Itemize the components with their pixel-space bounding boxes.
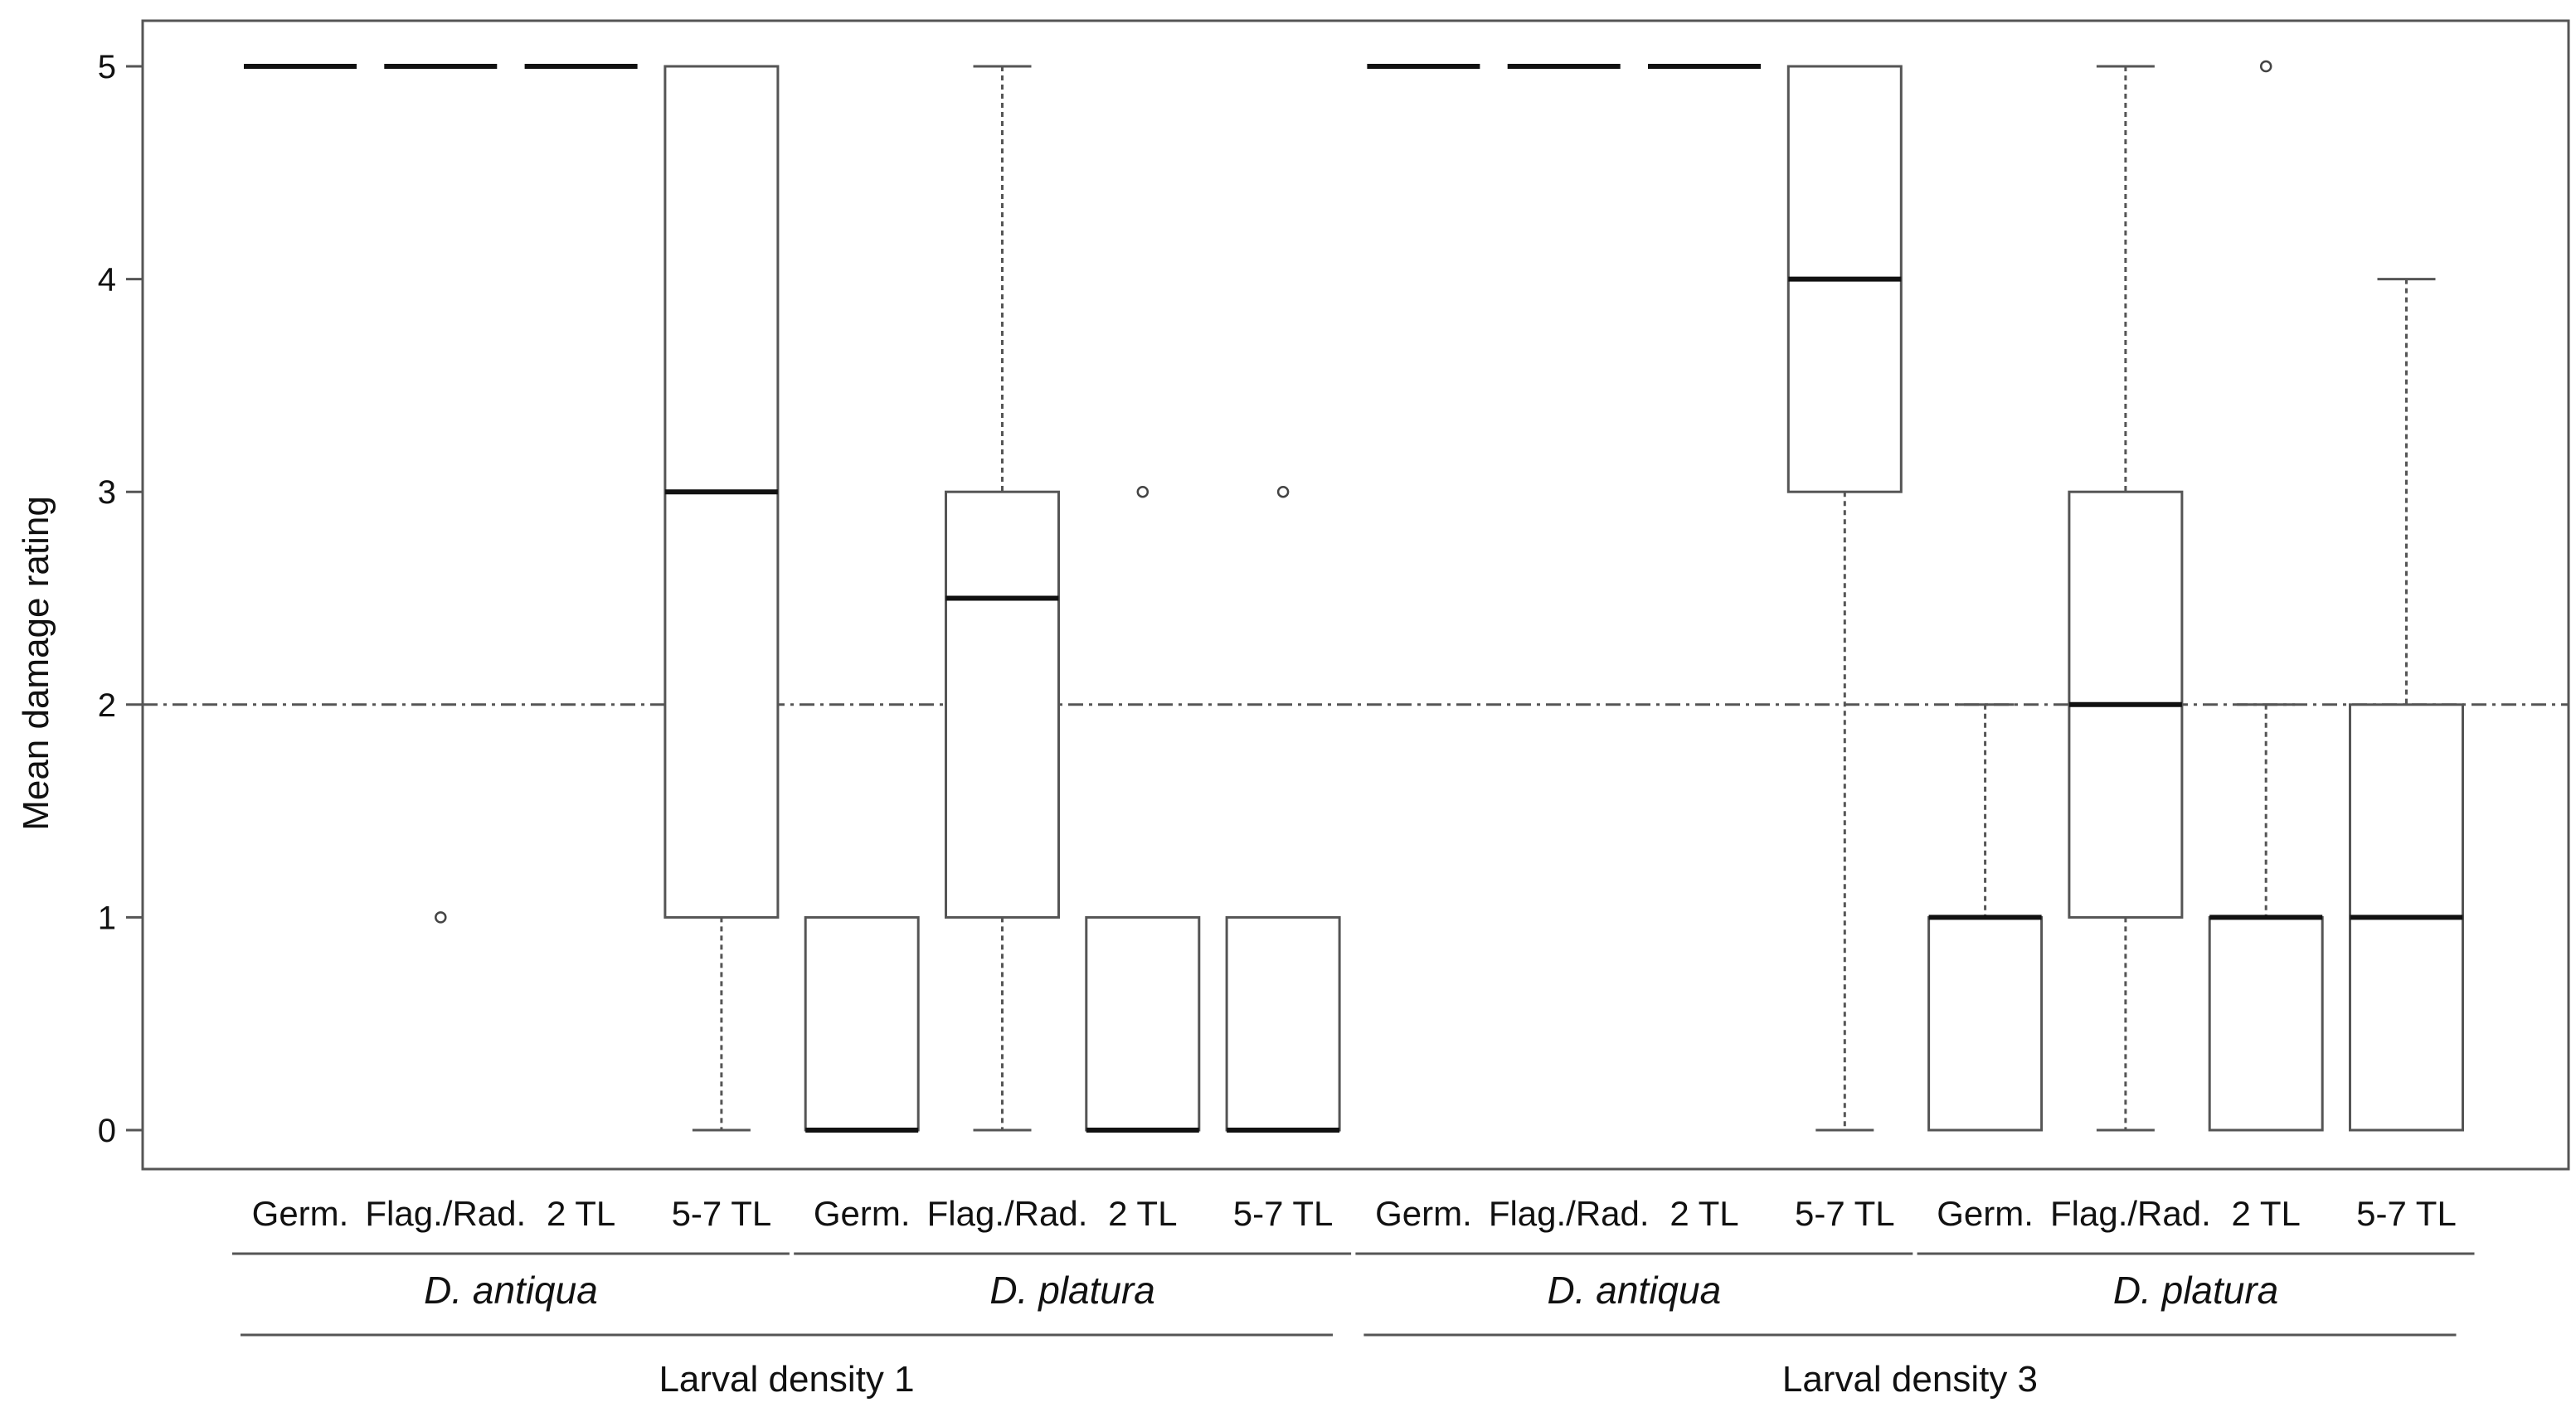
plot-border	[141, 19, 2570, 1171]
x-stage-label: 5-7 TL	[672, 1194, 772, 1233]
box-7	[1225, 485, 1341, 1133]
x-stage-label: Flag./Rad.	[2050, 1194, 2211, 1233]
box-15	[2349, 278, 2464, 1132]
box-13	[2068, 65, 2184, 1132]
y-axis-title: Mean damage rating	[16, 496, 56, 831]
y-tick-label: 2	[98, 687, 116, 724]
y-tick-label: 5	[98, 49, 116, 85]
plot-frame	[141, 19, 2570, 1171]
outlier-point	[2259, 60, 2272, 73]
box-body	[1085, 915, 1201, 1132]
box-4	[804, 915, 920, 1133]
box-body	[2208, 915, 2324, 1132]
boxes-layer	[244, 60, 2464, 1133]
x-stage-label: 2 TL	[1670, 1194, 1738, 1233]
x-stage-label: 2 TL	[2232, 1194, 2301, 1233]
x-stage-label: Flag./Rad.	[1489, 1194, 1650, 1233]
x-stage-label: Germ.	[814, 1194, 911, 1233]
box-11	[1786, 65, 1903, 1132]
y-axis: 0 1 2 3 4 5	[98, 49, 143, 1149]
x-stage-label: 5-7 TL	[1233, 1194, 1334, 1233]
x-stage-label: Flag./Rad.	[927, 1194, 1088, 1233]
species-label: D. antiqua	[424, 1269, 598, 1312]
x-stage-label: 5-7 TL	[1795, 1194, 1895, 1233]
species-label: D. platura	[2113, 1269, 2278, 1312]
density-label: Larval density 3	[1782, 1359, 2038, 1400]
x-stage-label: 2 TL	[547, 1194, 615, 1233]
outlier-point	[435, 911, 447, 924]
x-stage-label: Germ.	[1375, 1194, 1472, 1233]
y-tick-label: 3	[98, 474, 116, 511]
box-body	[1927, 915, 2044, 1132]
density-label: Larval density 1	[659, 1359, 914, 1400]
x-stage-label: Germ.	[1937, 1194, 2034, 1233]
x-stage-label: 2 TL	[1108, 1194, 1177, 1233]
box-body	[1225, 915, 1341, 1132]
outlier-point	[1276, 485, 1290, 498]
box-12	[1927, 703, 2044, 1132]
y-tick-label: 4	[98, 262, 116, 298]
box-body	[945, 490, 1060, 919]
species-label: D. platura	[989, 1269, 1154, 1312]
box-3	[663, 65, 780, 1132]
x-stage-label: Flag./Rad.	[365, 1194, 526, 1233]
box-1	[384, 64, 498, 924]
x-stage-label: 5-7 TL	[2356, 1194, 2457, 1233]
y-tick-label: 0	[98, 1113, 116, 1149]
outlier-point	[1136, 485, 1149, 498]
box-body	[804, 915, 920, 1132]
x-axis-labels: Germ. Flag./Rad. 2 TL 5-7 TL Germ. Flag./Rad.…	[232, 1194, 2475, 1400]
box-14	[2208, 60, 2324, 1132]
box-6	[1085, 485, 1201, 1133]
species-label: D. antiqua	[1547, 1269, 1721, 1312]
x-stage-label: Germ.	[252, 1194, 349, 1233]
y-tick-label: 1	[98, 900, 116, 936]
box-5	[945, 65, 1060, 1132]
